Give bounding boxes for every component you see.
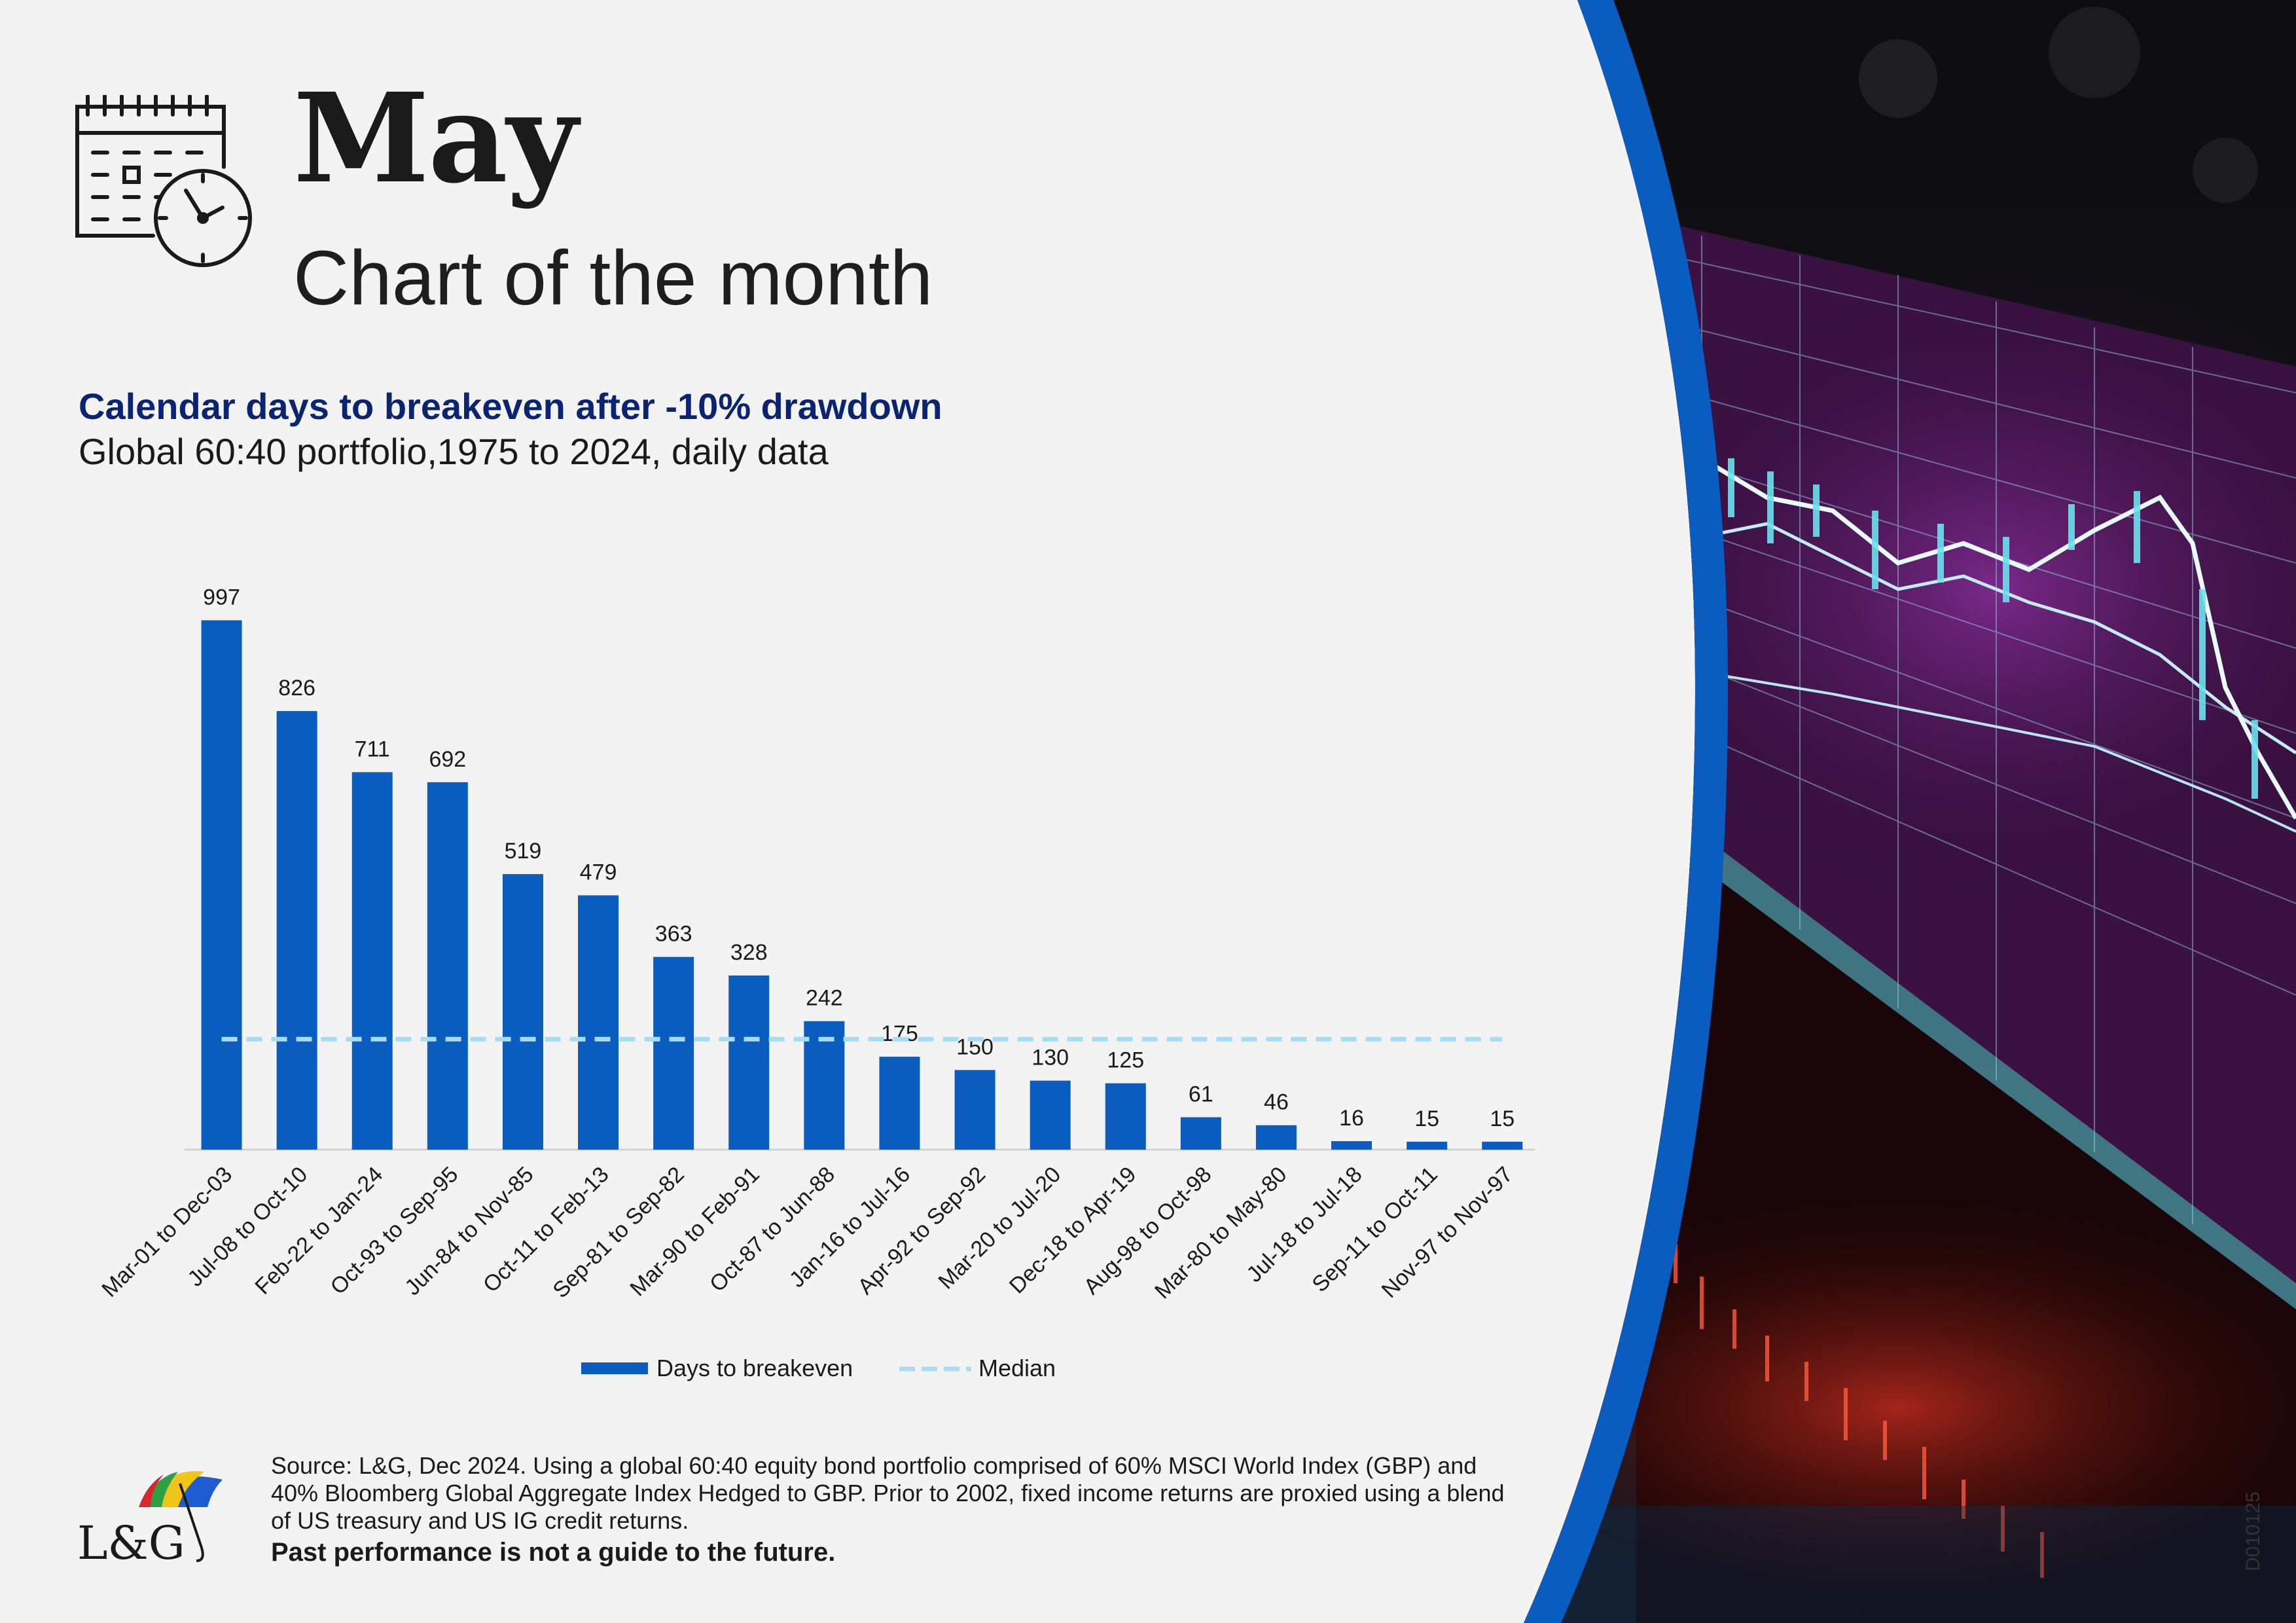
bar	[728, 975, 770, 1150]
data-label: 175	[881, 1021, 918, 1046]
bar	[351, 772, 393, 1150]
data-label: 46	[1264, 1090, 1289, 1115]
x-tick-label: Oct-93 to Sep-95	[326, 1162, 463, 1300]
bar	[427, 782, 468, 1150]
bar	[201, 620, 242, 1150]
bar	[1331, 1141, 1372, 1150]
umbrella-icon	[139, 1471, 223, 1562]
bar	[1030, 1080, 1071, 1150]
bar	[1482, 1141, 1523, 1150]
bar	[1407, 1141, 1448, 1150]
data-label: 15	[1490, 1106, 1515, 1131]
bar	[804, 1021, 845, 1150]
x-tick-label: Oct-87 to Jun-88	[705, 1162, 840, 1297]
document-code: D010125	[2242, 1491, 2264, 1571]
x-tick-label: Sep-81 to Sep-82	[548, 1162, 689, 1303]
data-label: 61	[1189, 1082, 1213, 1107]
x-tick-label: Dec-18 to Apr-19	[1005, 1162, 1141, 1299]
bar	[1105, 1083, 1146, 1150]
x-tick-label: Feb-22 to Jan-24	[250, 1162, 387, 1300]
x-tick-label: Aug-98 to Oct-98	[1079, 1162, 1217, 1300]
data-label: 328	[730, 940, 768, 965]
data-label: 692	[429, 747, 466, 772]
data-label: 242	[806, 986, 843, 1011]
bar	[653, 957, 694, 1150]
x-tick-label: Mar-01 to Dec-03	[97, 1162, 237, 1302]
data-label: 125	[1107, 1048, 1144, 1073]
calendar-clock-icon	[75, 95, 252, 267]
legend-swatch-bars	[581, 1362, 648, 1374]
data-label: 363	[655, 922, 692, 947]
chart-title: Calendar days to breakeven after -10% dr…	[79, 386, 942, 427]
data-label: 826	[278, 676, 315, 701]
data-label: 711	[355, 737, 390, 761]
legend-label-median: Median	[978, 1355, 1056, 1381]
legend-label-bars: Days to breakeven	[656, 1355, 853, 1381]
bar	[276, 711, 317, 1150]
bar	[879, 1057, 920, 1150]
bar	[954, 1070, 996, 1150]
page-subtitle: Chart of the month	[293, 235, 933, 321]
data-label: 15	[1414, 1106, 1439, 1131]
bar	[502, 874, 543, 1150]
x-tick-label: Mar-90 to Feb-91	[625, 1162, 764, 1302]
data-label: 16	[1339, 1106, 1364, 1131]
source-note: Source: L&G, Dec 2024. Using a global 60…	[271, 1452, 1505, 1534]
x-tick-label: Sep-11 to Oct-11	[1307, 1162, 1442, 1297]
brand-logo-text: L&G	[77, 1516, 185, 1570]
month-title: May	[293, 66, 578, 211]
x-tick-label: Apr-92 to Sep-92	[853, 1162, 990, 1300]
x-tick-label: Nov-97 to Nov-97	[1377, 1162, 1518, 1303]
disclaimer: Past performance is not a guide to the f…	[271, 1538, 836, 1567]
bar	[1180, 1117, 1221, 1150]
x-tick-label: Oct-11 to Feb-13	[478, 1162, 614, 1298]
data-label: 479	[580, 860, 617, 885]
x-tick-label: Mar-80 to May-80	[1150, 1162, 1292, 1304]
x-tick-label: Jun-84 to Nov-85	[400, 1162, 538, 1300]
data-label: 997	[203, 585, 240, 610]
bar	[578, 895, 619, 1150]
data-label: 519	[505, 839, 542, 864]
bar	[1255, 1125, 1297, 1150]
chart-subtitle: Global 60:40 portfolio,1975 to 2024, dai…	[79, 431, 829, 472]
data-label: 130	[1031, 1046, 1069, 1070]
